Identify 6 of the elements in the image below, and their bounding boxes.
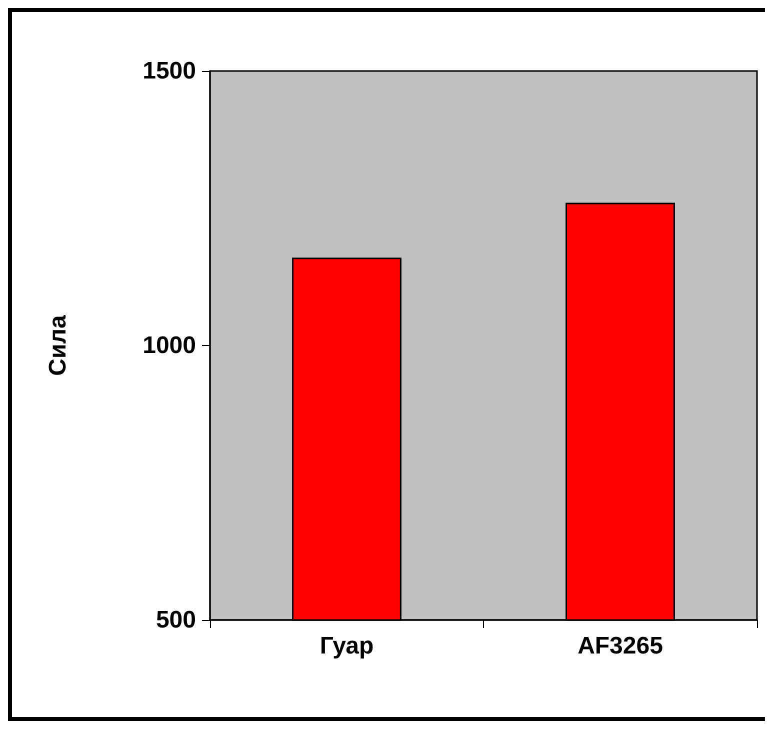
y-tick-label: 1500 (142, 58, 196, 84)
x-tick-label: AF3265 (578, 632, 663, 660)
x-tick-label: Гуар (320, 632, 374, 660)
y-tick-label: 500 (156, 606, 196, 634)
y-tick-label: 1000 (142, 332, 196, 359)
y-axis-title: Сила (44, 314, 72, 376)
